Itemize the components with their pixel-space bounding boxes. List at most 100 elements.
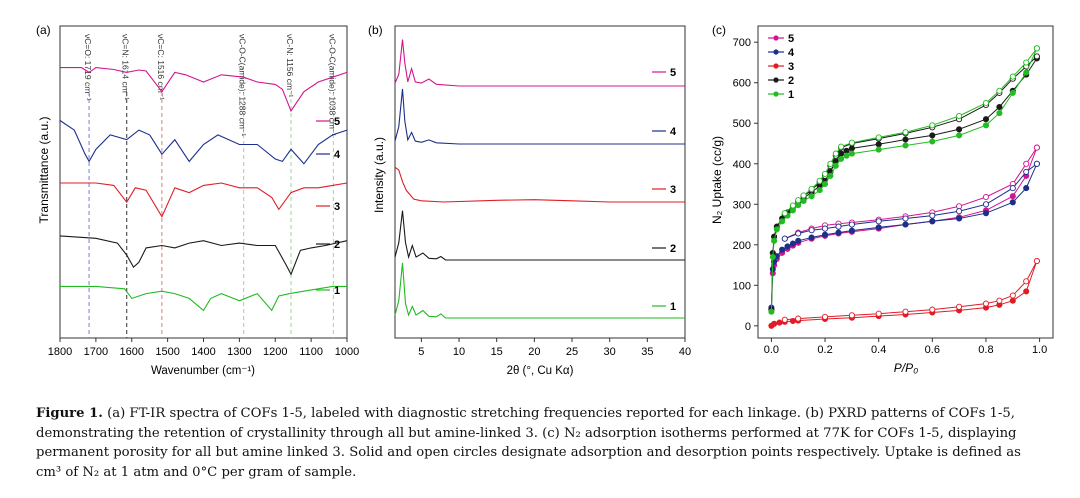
- isotherm-ytick-label: 100: [733, 280, 751, 292]
- pxrd-series-4: [394, 88, 685, 145]
- isotherm-adsorption-point: [982, 116, 990, 123]
- isotherm-desorption-point: [902, 308, 909, 315]
- pxrd-series-2: [394, 210, 685, 261]
- isotherm-desorption-point: [795, 197, 802, 204]
- isotherm-desorption-point: [875, 134, 882, 141]
- isotherm-adsorption-point: [843, 147, 850, 154]
- panel-a-ylabel: Transmittance (a.u.): [37, 117, 51, 224]
- isotherm-desorption-point: [832, 150, 839, 157]
- isotherm-legend-label-5: 5: [788, 33, 794, 45]
- isotherm-desorption-point: [1023, 278, 1030, 285]
- ftir-annotation: νC=O: 1719 cm⁻¹: [83, 34, 93, 101]
- pxrd-series-5: [394, 39, 685, 87]
- pxrd-xtick-label: 35: [641, 346, 653, 358]
- pxrd-xtick-label: 15: [491, 346, 503, 358]
- isotherm-adsorption-point: [875, 146, 882, 153]
- isotherm-adsorption-line-2: [770, 58, 1038, 310]
- pxrd-series-1: [394, 262, 685, 319]
- isotherm-desorption-point: [795, 315, 802, 322]
- isotherm-adsorption-point: [1009, 193, 1016, 200]
- isotherm-adsorption-point: [773, 226, 780, 233]
- isotherm-desorption-point: [1033, 53, 1040, 60]
- isotherm-desorption-line-1: [784, 47, 1038, 214]
- ftir-legend-label-1: 1: [334, 285, 340, 297]
- isotherm-desorption-point: [1033, 160, 1040, 167]
- isotherm-desorption-point: [982, 99, 990, 107]
- isotherm-desorption-point: [808, 227, 815, 234]
- ftir-legend-label-5: 5: [334, 116, 340, 128]
- ftir-annotation: νC-O-C(amide): 1038 cm⁻¹: [327, 34, 337, 136]
- isotherm-legend-label-4: 4: [788, 47, 795, 59]
- isotherm-desorption-point: [781, 316, 788, 323]
- isotherm-adsorption-point: [1023, 185, 1030, 192]
- isotherm-ytick-label: 600: [733, 78, 751, 90]
- isotherm-desorption-point: [1009, 185, 1016, 192]
- ftir-xtick-label: 1500: [155, 346, 179, 358]
- isotherm-adsorption-point: [982, 210, 990, 217]
- isotherm-adsorption-point: [768, 308, 775, 315]
- isotherm-adsorption-point: [789, 207, 796, 214]
- isotherm-desorption-point: [848, 221, 855, 228]
- pxrd-legend-label-2: 2: [670, 243, 676, 255]
- panel-b: (b) 5 4 3 2 1 5 10 15 20 25 30 35 40 Intensity (a.u…: [368, 23, 691, 377]
- isotherm-desorption-point: [956, 208, 963, 215]
- isotherm-xtick-label: 1.0: [1032, 344, 1047, 356]
- isotherm-adsorption-point: [832, 162, 839, 169]
- isotherm-desorption-point: [1033, 257, 1040, 265]
- isotherm-desorption-point: [835, 223, 842, 230]
- isotherm-adsorption-point: [779, 218, 786, 225]
- isotherm-adsorption-point: [1009, 89, 1016, 96]
- ftir-xtick-label: 1300: [227, 346, 251, 358]
- panel-c: (c) 5 4 3 2 1 0.0 0.2 0.4 0.6 0.8 1.0 0 100 200 300 40…: [710, 23, 1054, 375]
- isotherm-adsorption-point: [848, 150, 855, 157]
- pxrd-xtick-label: 25: [566, 346, 578, 358]
- panel-b-xlabel: 2θ (°, Cu Kα): [507, 365, 574, 377]
- isotherm-desorption-point: [827, 160, 834, 167]
- isotherm-ytick-label: 200: [733, 240, 751, 252]
- caption-text: (a) FT-IR spectra of COFs 1-5, labeled w…: [36, 406, 1021, 480]
- isotherm-ytick-label: 0: [745, 321, 751, 333]
- isotherm-legend-label-2: 2: [788, 75, 794, 87]
- pxrd-legend-label-1: 1: [670, 301, 676, 313]
- isotherm-adsorption-point: [929, 132, 936, 139]
- isotherm-legend-marker-3: [773, 63, 779, 69]
- isotherm-desorption-point: [808, 185, 815, 192]
- isotherm-desorption-point: [875, 310, 882, 317]
- isotherm-desorption-point: [781, 210, 788, 217]
- isotherm-desorption-point: [982, 193, 990, 201]
- ftir-annotation: νC-N: 1156 cm⁻¹: [285, 34, 295, 98]
- pxrd-xtick-label: 40: [679, 346, 691, 358]
- panel-a: (a) νC=O: 1719 cm⁻¹ νC=N: 1614 cm⁻¹ νC=C: …: [36, 23, 359, 377]
- isotherm-desorption-point: [956, 112, 963, 120]
- isotherm-adsorption-point: [956, 132, 963, 139]
- panel-c-ylabel: N₂ Uptake (cc/g): [710, 136, 724, 224]
- ftir-legend-label-3: 3: [334, 201, 340, 213]
- isotherm-ytick-label: 300: [733, 199, 751, 211]
- isotherm-ytick-label: 400: [733, 159, 751, 171]
- isotherm-desorption-point: [800, 192, 807, 199]
- panel-b-label: (b): [368, 23, 383, 37]
- ftir-xtick-label: 1700: [84, 346, 108, 358]
- isotherm-adsorption-line-1: [770, 48, 1038, 312]
- panel-c-xlabel: P/P₀: [894, 361, 918, 375]
- isotherm-desorption-point: [848, 139, 855, 146]
- ftir-series-2: [59, 235, 348, 276]
- ftir-legend-label-4: 4: [334, 149, 341, 161]
- isotherm-desorption-point: [1023, 168, 1030, 175]
- isotherm-desorption-point: [956, 203, 963, 210]
- isotherm-legend-marker-5: [773, 35, 779, 41]
- ftir-series-5: [60, 67, 348, 113]
- isotherm-desorption-point: [816, 177, 823, 184]
- pxrd-legend-label-3: 3: [670, 184, 676, 196]
- isotherm-adsorption-point: [1023, 69, 1030, 76]
- isotherm-desorption-point: [789, 202, 796, 209]
- caption-title: Figure 1.: [36, 406, 103, 421]
- isotherm-adsorption-point: [996, 110, 1003, 117]
- isotherm-desorption-point: [795, 230, 802, 237]
- isotherm-adsorption-point: [821, 231, 829, 238]
- isotherm-adsorption-point: [848, 227, 855, 234]
- isotherm-adsorption-point: [902, 136, 909, 143]
- isotherm-desorption-point: [902, 215, 909, 222]
- pxrd-xtick-label: 5: [418, 346, 424, 358]
- isotherm-xtick-label: 0.2: [817, 344, 832, 356]
